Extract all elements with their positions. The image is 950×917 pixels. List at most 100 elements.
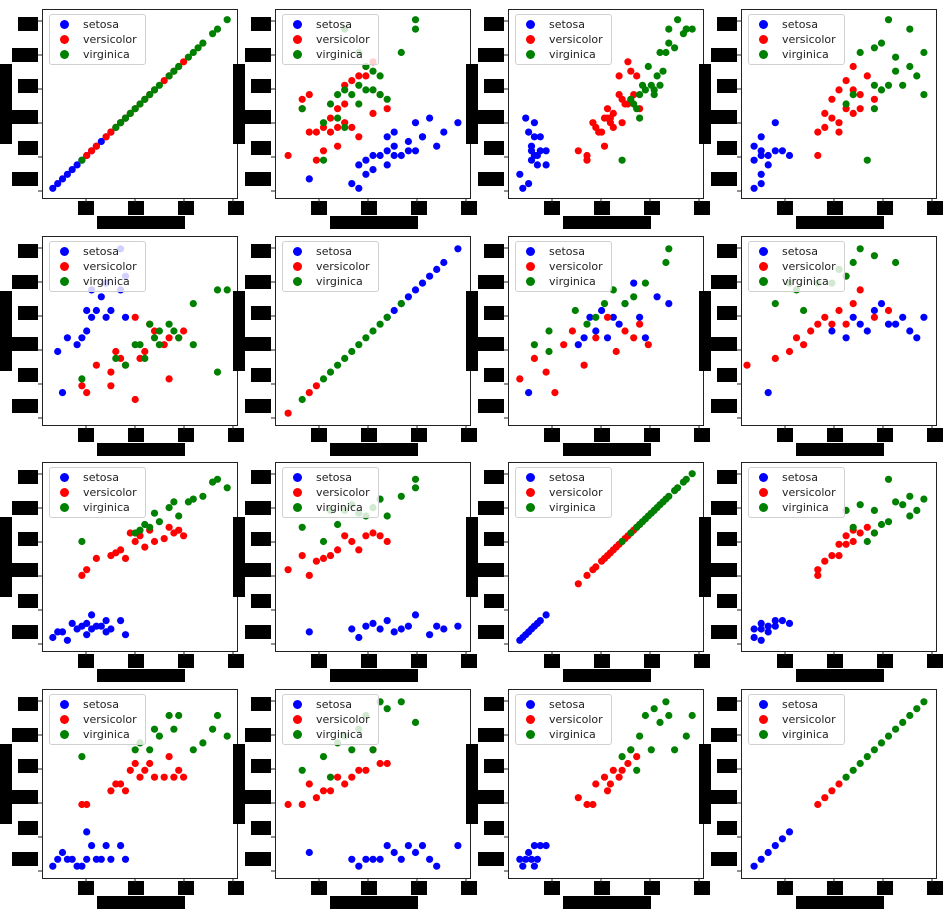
redacted-tick-label	[711, 48, 737, 62]
data-point	[170, 773, 178, 781]
legend-label: versicolor	[83, 33, 137, 46]
data-point	[785, 151, 794, 160]
legend: setosa versicolor virginica	[282, 14, 379, 65]
data-point	[542, 611, 550, 619]
data-point	[73, 341, 81, 349]
legend-label: setosa	[549, 18, 586, 31]
data-point	[659, 67, 667, 75]
redacted-tick-label	[563, 896, 651, 909]
data-point	[355, 100, 363, 108]
data-point	[877, 300, 886, 308]
redacted-tick-label	[233, 291, 245, 371]
data-point	[560, 341, 568, 349]
data-point	[849, 523, 857, 531]
data-point	[785, 828, 794, 836]
data-point	[121, 554, 130, 562]
data-point	[341, 780, 349, 788]
redacted-tick-label	[544, 654, 560, 668]
data-point	[121, 787, 130, 795]
redacted-tick-label	[777, 881, 793, 895]
series-versicolor	[574, 746, 641, 809]
data-point	[665, 25, 673, 33]
data-point	[525, 389, 533, 397]
data-point	[83, 800, 91, 809]
marker-icon	[759, 247, 768, 256]
data-point	[121, 313, 130, 321]
legend-entry-setosa: setosa	[755, 244, 836, 259]
data-point	[636, 732, 644, 740]
data-point	[305, 571, 313, 579]
data-point	[348, 77, 356, 85]
data-point	[383, 95, 391, 103]
redacted-tick-label	[563, 216, 651, 229]
data-point	[362, 766, 370, 774]
marker-icon	[293, 247, 302, 256]
marker-icon	[526, 730, 535, 739]
redacted-tick-label	[544, 881, 560, 895]
data-point	[600, 300, 609, 308]
redacted-tick-label	[478, 501, 504, 515]
legend-entry-versicolor: versicolor	[56, 32, 137, 47]
data-point	[615, 320, 623, 328]
data-point	[376, 91, 384, 99]
data-point	[418, 279, 427, 287]
data-point	[674, 484, 682, 492]
data-point	[362, 170, 370, 178]
data-point	[533, 855, 541, 863]
series-setosa	[516, 842, 550, 870]
redacted-tick-label	[361, 428, 377, 442]
data-point	[165, 72, 173, 80]
data-point	[305, 91, 313, 99]
legend-label: setosa	[782, 471, 819, 484]
data-point	[835, 540, 843, 548]
marker-icon	[293, 503, 302, 512]
data-point	[530, 119, 538, 127]
data-point	[83, 828, 91, 836]
legend-label: versicolor	[549, 713, 603, 726]
series-versicolor	[78, 753, 188, 809]
data-point	[621, 327, 629, 335]
redacted-tick-label	[644, 654, 660, 668]
data-point	[603, 787, 612, 795]
redacted-tick-label	[12, 852, 38, 866]
redacted-tick-label	[544, 428, 560, 442]
data-point	[150, 86, 159, 94]
redacted-tick-label	[827, 881, 843, 895]
data-point	[319, 119, 328, 127]
redacted-tick-label	[796, 896, 884, 909]
data-point	[165, 334, 173, 342]
data-point	[592, 313, 600, 321]
data-point	[662, 258, 670, 267]
data-point	[78, 334, 86, 342]
data-point	[334, 105, 342, 113]
data-point	[305, 175, 313, 183]
data-point	[369, 855, 377, 863]
data-point	[536, 617, 544, 625]
legend-label: virginica	[782, 275, 829, 288]
marker-icon	[759, 503, 768, 512]
data-point	[319, 787, 328, 795]
data-point	[319, 375, 328, 383]
redacted-tick-label	[484, 594, 504, 608]
data-point	[312, 382, 320, 390]
data-point	[821, 109, 829, 117]
data-point	[606, 780, 614, 788]
data-point	[906, 327, 914, 335]
data-point	[376, 320, 384, 328]
data-point	[849, 91, 857, 99]
data-point	[175, 334, 183, 342]
redacted-tick-label	[251, 368, 271, 382]
scatter-panel-r3-c3: setosa versicolor virginica	[737, 689, 937, 883]
legend-label: setosa	[316, 245, 353, 258]
data-point	[877, 520, 886, 529]
redacted-tick-label	[361, 654, 377, 668]
data-point	[146, 320, 154, 328]
data-point	[542, 368, 550, 376]
data-point	[764, 161, 772, 169]
redacted-tick-label	[361, 881, 377, 895]
redacted-tick-label	[796, 669, 884, 682]
data-point	[209, 725, 217, 733]
redacted-tick-label	[461, 428, 477, 442]
redacted-tick-label	[466, 291, 478, 371]
redacted-tick-label	[411, 428, 427, 442]
